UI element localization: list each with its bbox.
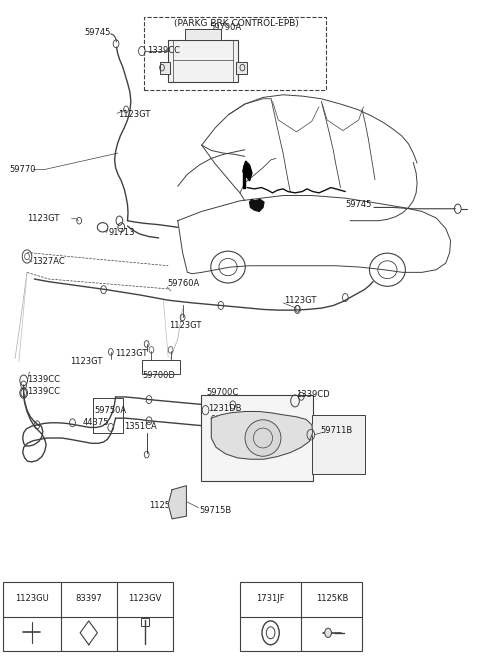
Text: 59790A: 59790A [209, 23, 241, 32]
Text: 59700D: 59700D [142, 371, 175, 380]
Text: 1231DB: 1231DB [208, 404, 241, 414]
Text: 1123GT: 1123GT [284, 295, 316, 305]
Bar [185, 29, 221, 41]
Text: 1123GT: 1123GT [169, 321, 202, 330]
Text: 1327AC: 1327AC [32, 257, 64, 266]
Text: 1123GV: 1123GV [129, 594, 162, 603]
Text: 1125AK: 1125AK [149, 501, 181, 510]
Polygon shape [211, 412, 313, 459]
Text: 59745: 59745 [345, 201, 372, 209]
Polygon shape [250, 199, 264, 211]
Ellipse shape [245, 420, 281, 456]
Text: 59745: 59745 [84, 28, 111, 37]
Text: 1339CC: 1339CC [147, 46, 180, 55]
Text: 1123GT: 1123GT [27, 214, 60, 223]
Circle shape [324, 628, 331, 637]
Text: (PARKG BRK CONTROL-EPB): (PARKG BRK CONTROL-EPB) [174, 19, 299, 28]
Text: 59770: 59770 [9, 165, 36, 174]
Text: 1123GT: 1123GT [70, 357, 102, 367]
Text: 59700C: 59700C [206, 388, 239, 398]
Text: 91713: 91713 [108, 228, 135, 237]
Bar [240, 582, 362, 651]
Text: 44375: 44375 [83, 418, 109, 426]
Text: 1123GU: 1123GU [15, 594, 48, 603]
Polygon shape [243, 161, 252, 181]
Bar [3, 582, 173, 651]
Bar [168, 41, 238, 82]
Text: 93250D: 93250D [210, 415, 243, 424]
Bar [159, 62, 170, 74]
Text: 59715B: 59715B [199, 507, 231, 515]
Bar [144, 17, 326, 90]
Text: 1125KB: 1125KB [316, 594, 348, 603]
Bar [142, 360, 180, 374]
Text: 1351CA: 1351CA [124, 422, 157, 430]
Text: 1339CC: 1339CC [27, 375, 60, 384]
Text: 1123GT: 1123GT [116, 349, 148, 358]
Text: 1339CC: 1339CC [27, 387, 60, 396]
Bar [201, 395, 313, 481]
Text: 1123GT: 1123GT [118, 110, 150, 119]
Bar [142, 618, 149, 625]
Bar [312, 416, 365, 474]
Text: 1339CD: 1339CD [297, 390, 330, 399]
Text: 59760A: 59760A [167, 279, 200, 288]
Text: 1731JF: 1731JF [256, 594, 285, 603]
Text: 59750A: 59750A [94, 406, 126, 415]
Polygon shape [168, 486, 186, 519]
Text: 83397: 83397 [75, 594, 102, 603]
Text: 59711B: 59711B [321, 426, 353, 434]
Polygon shape [243, 172, 245, 187]
Bar [236, 62, 247, 74]
